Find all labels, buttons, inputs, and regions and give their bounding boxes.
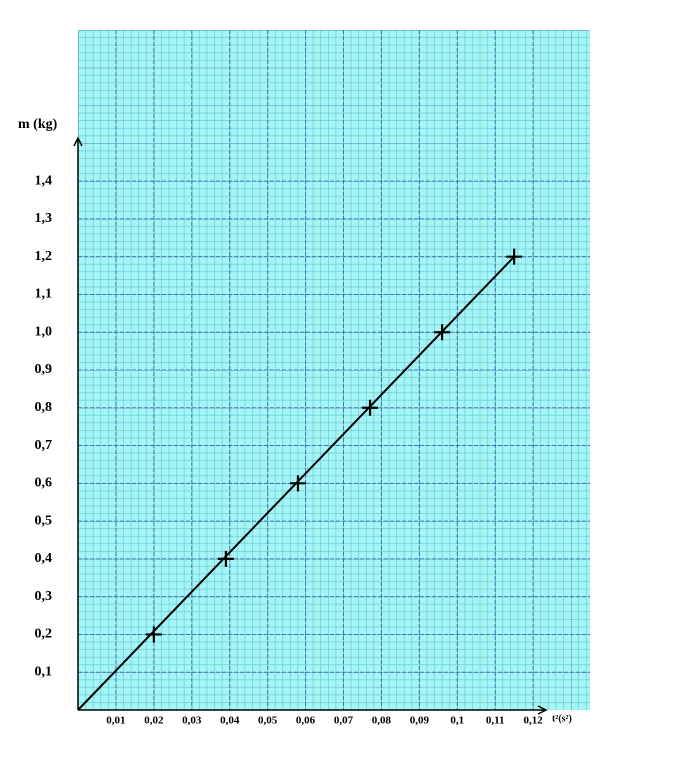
y-axis-label: m (kg)	[18, 117, 58, 132]
y-tick-label: 1,3	[35, 211, 53, 226]
y-tick-label: 1,0	[35, 324, 53, 339]
x-tick-label: 0,05	[258, 715, 278, 727]
y-tick-label: 0,2	[35, 627, 53, 642]
x-tick-label: 0,02	[144, 715, 164, 727]
y-tick-label: 1,4	[35, 173, 53, 188]
y-tick-label: 0,3	[35, 589, 53, 604]
y-tick-label: 0,6	[35, 476, 53, 491]
y-tick-label: 1,2	[35, 249, 53, 264]
x-tick-label: 0,01	[106, 715, 125, 727]
x-tick-label: 0,08	[372, 715, 392, 727]
y-tick-label: 0,8	[35, 400, 53, 415]
data-point	[362, 399, 379, 416]
y-arrow	[73, 136, 83, 147]
y-tick-label: 1,1	[35, 287, 53, 302]
y-tick-label: 0,9	[35, 362, 53, 377]
x-arrow	[537, 705, 548, 715]
data-point	[145, 626, 162, 643]
data-point	[434, 324, 451, 341]
x-axis-label: t²(s²)	[552, 713, 572, 724]
x-tick-label: 0,07	[334, 715, 354, 727]
y-tick-label: 0,5	[35, 513, 53, 528]
x-tick-label: 0,12	[523, 715, 543, 727]
data-point	[289, 475, 306, 492]
x-tick-label: 0,09	[410, 715, 430, 727]
y-tick-label: 0,4	[35, 551, 53, 566]
y-tick-label: 0,1	[35, 664, 53, 679]
x-tick-label: 0,11	[486, 715, 505, 727]
y-tick-label: 0,7	[35, 438, 53, 453]
data-point	[217, 550, 234, 567]
x-tick-label: 0,06	[296, 715, 316, 727]
data-point	[506, 248, 523, 265]
x-tick-label: 0,03	[182, 715, 202, 727]
x-tick-label: 0,04	[220, 715, 240, 727]
x-tick-label: 0,1	[450, 715, 464, 727]
